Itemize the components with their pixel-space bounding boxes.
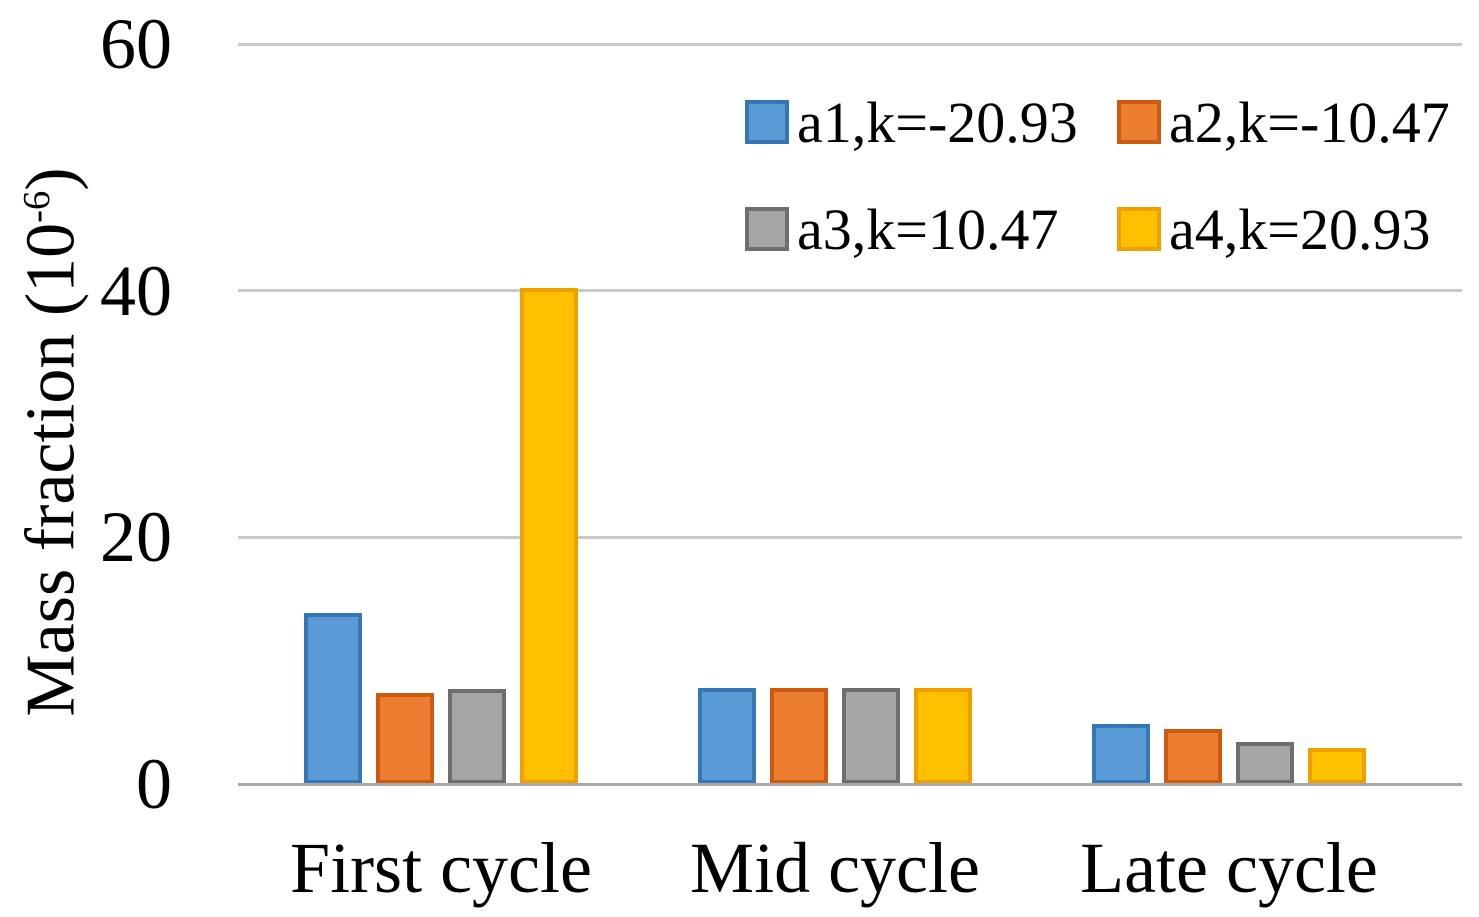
bar-a2-late-cycle [1164,728,1222,784]
x-axis-line [238,783,1462,786]
y-tick-label-0: 0 [136,744,172,824]
gridline-40 [238,289,1462,293]
bar-a3-late-cycle [1236,742,1294,784]
y-axis-title-exponent: -6 [16,190,58,223]
legend-item-a4: a4,k=20.93 [1117,196,1431,262]
legend-label-a3: a3,k=10.47 [797,196,1059,262]
bar-a4-late-cycle [1308,748,1366,784]
bar-a3-mid-cycle [842,687,900,784]
y-axis-title: Mass fraction (10-6) [0,92,89,792]
bar-a1-first-cycle [304,612,362,784]
bar-a2-mid-cycle [770,687,828,784]
legend-swatch-a1 [745,100,789,144]
legend-label-a1: a1,k=-20.93 [797,89,1078,155]
bar-a3-first-cycle [448,689,506,784]
legend-swatch-a2 [1117,100,1161,144]
gridline-20 [238,535,1462,539]
y-tick-label-20: 20 [100,497,172,578]
bar-a1-late-cycle [1092,723,1150,784]
x-category-label-late-cycle: Late cycle [1080,828,1378,908]
legend-swatch-a4 [1117,207,1161,251]
legend-label-a4: a4,k=20.93 [1169,196,1431,262]
bar-a1-mid-cycle [698,687,756,784]
y-tick-label-40: 40 [100,250,172,331]
y-tick-label-60: 60 [100,4,172,84]
bar-a2-first-cycle [376,692,434,784]
x-category-label-first-cycle: First cycle [290,828,592,908]
bar-a4-first-cycle [520,288,578,784]
y-axis-title-close: ) [12,167,90,191]
legend-item-a3: a3,k=10.47 [745,196,1059,262]
legend-swatch-a3 [745,207,789,251]
legend-item-a2: a2,k=-10.47 [1117,89,1450,155]
legend-item-a1: a1,k=-20.93 [745,89,1078,155]
gridline-60 [238,42,1462,46]
x-category-label-mid-cycle: Mid cycle [690,828,980,908]
legend-label-a2: a2,k=-10.47 [1169,89,1450,155]
bar-a4-mid-cycle [914,687,972,784]
